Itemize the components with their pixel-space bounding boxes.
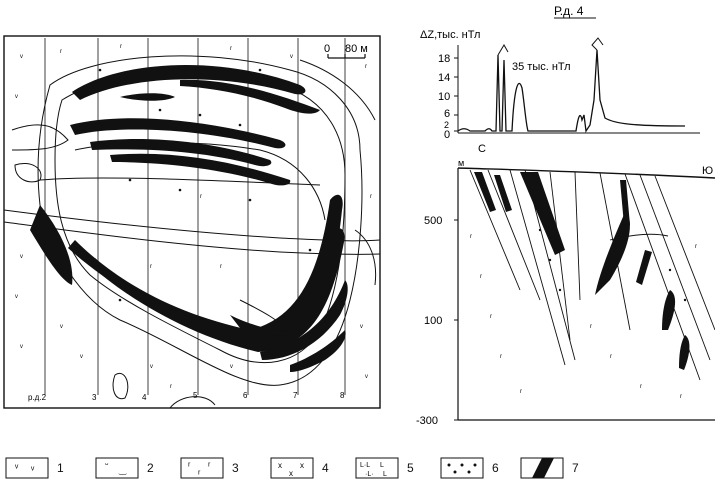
magnetic-tick-label: 18: [438, 53, 450, 65]
svg-text:ʳ: ʳ: [208, 461, 211, 472]
svg-text:ʳ: ʳ: [590, 322, 592, 332]
svg-text:ᵛ: ᵛ: [19, 252, 23, 262]
svg-text:L: L: [380, 462, 384, 469]
profile-label: 4: [142, 393, 147, 402]
geologic-map: ᵛ ʳ ʳ ʳ ᵛ ʳ ᵛ ᵛ ᵛ ᵛ ᵛ ᵛ ᵛ ʳ ᵛ ᵛ ᵛ ʳ ʳ ʳ …: [0, 0, 400, 420]
legend-label: 3: [232, 461, 239, 475]
legend-swatch-2: ᵕ‿: [95, 457, 139, 479]
section-ore-bodies: [474, 172, 690, 370]
south-label: Ю: [702, 165, 713, 177]
svg-text:L: L: [383, 471, 387, 478]
svg-text:ᵛ: ᵛ: [14, 463, 19, 474]
svg-text:ʳ: ʳ: [695, 242, 697, 252]
svg-text:ᵛ: ᵛ: [19, 342, 23, 352]
scale-start-label: 0: [324, 43, 330, 55]
svg-text:ᵛ: ᵛ: [30, 465, 35, 476]
lithology-symbols: ᵛ ʳ ʳ ʳ ᵛ ʳ ᵛ ᵛ ᵛ ᵛ ᵛ ᵛ ᵛ ʳ ᵛ ᵛ ᵛ ʳ ʳ ʳ …: [14, 42, 372, 392]
profile-label: 7: [293, 391, 298, 400]
profile-title: Р.д. 4: [554, 4, 584, 18]
scale-end-label: 80 м: [345, 43, 368, 55]
svg-text:ʳ: ʳ: [480, 272, 482, 282]
svg-text:ʳ: ʳ: [610, 352, 612, 362]
legend-swatch-5: L·L L ·L· L: [355, 457, 399, 479]
svg-text:ʳ: ʳ: [365, 62, 367, 72]
svg-text:ʳ: ʳ: [220, 262, 222, 272]
svg-text:ᵛ: ᵛ: [14, 92, 18, 102]
peak-annotation: 35 тыс. нТл: [512, 61, 571, 73]
magnetic-ticks: [454, 57, 458, 132]
peak-leader-left: [497, 44, 509, 56]
legend-swatch-4: x xx: [270, 457, 314, 479]
profile-label: 8: [340, 391, 345, 400]
elevation-ticks: [454, 219, 458, 421]
legend-swatch-6: [440, 457, 484, 479]
geologic-map-drawing: ᵛ ʳ ʳ ʳ ᵛ ʳ ᵛ ᵛ ᵛ ᵛ ᵛ ᵛ ᵛ ʳ ᵛ ᵛ ᵛ ʳ ʳ ʳ …: [3, 35, 381, 409]
svg-text:ʳ: ʳ: [370, 192, 372, 202]
section-symbols: ʳ ʳ ʳ ʳ ʳ ʳ ʳ ʳ ʳ ʳ: [470, 228, 697, 402]
svg-text:x: x: [289, 469, 293, 478]
svg-text:ᵛ: ᵛ: [364, 372, 368, 382]
magnetic-tick-label: 0: [444, 129, 450, 141]
svg-text:ʳ: ʳ: [198, 469, 201, 479]
magnetic-tick-label: 10: [438, 91, 450, 103]
ground-surface: [457, 167, 715, 179]
svg-text:ᵛ: ᵛ: [14, 292, 18, 302]
legend-label: 5: [407, 461, 414, 475]
svg-text:ᵛ: ᵛ: [289, 52, 293, 62]
magnetic-y-label: ΔZ,тыс. нТл: [420, 29, 480, 41]
cross-section-drawing: Р.д. 4 ΔZ,тыс. нТл 18 14 10 6 2 0 35 тыс…: [416, 4, 715, 427]
cross-section-panel: Р.д. 4 ΔZ,тыс. нТл 18 14 10 6 2 0 35 тыс…: [400, 0, 715, 435]
legend-swatch-7: [520, 457, 564, 479]
svg-text:ʳ: ʳ: [500, 352, 502, 362]
svg-text:ʳ: ʳ: [680, 392, 682, 402]
svg-text:ʳ: ʳ: [520, 387, 522, 397]
svg-text:ʳ: ʳ: [640, 382, 642, 392]
peak-leader-right: [591, 37, 604, 51]
svg-text:ᵛ: ᵛ: [149, 362, 153, 372]
svg-text:ʳ: ʳ: [120, 42, 122, 52]
legend-swatch-3: ʳ ʳʳ: [180, 457, 224, 479]
north-label: С: [478, 143, 486, 155]
svg-text:ʳ: ʳ: [150, 262, 152, 272]
svg-text:ʳ: ʳ: [200, 192, 202, 202]
legend-label: 6: [492, 461, 499, 475]
svg-text:ʳ: ʳ: [188, 461, 191, 472]
legend-label: 7: [572, 461, 579, 475]
svg-text:ᵛ: ᵛ: [19, 52, 23, 62]
elevation-tick-label: 500: [424, 215, 442, 227]
legend-label: 2: [147, 461, 154, 475]
profile-label: 5: [193, 391, 198, 400]
magnetic-tick-label: 2: [444, 120, 449, 130]
svg-text:ʳ: ʳ: [470, 232, 472, 242]
elevation-tick-label: 100: [424, 315, 442, 327]
magnetic-tick-label: 14: [438, 72, 450, 84]
svg-text:ᵛ: ᵛ: [59, 322, 63, 332]
svg-text:ʳ: ʳ: [230, 44, 232, 54]
svg-text:ʳ: ʳ: [490, 312, 492, 322]
svg-text:ʳ: ʳ: [170, 382, 172, 392]
elevation-tick-label: -300: [416, 415, 438, 427]
magnetic-tick-label: 6: [444, 108, 450, 120]
ore-bodies: [30, 65, 348, 372]
scale-bar: [327, 54, 366, 59]
profile-label: 6: [243, 391, 248, 400]
svg-text:L·L: L·L: [360, 462, 370, 469]
legend-label: 4: [322, 461, 329, 475]
svg-text:x: x: [278, 461, 282, 470]
svg-text:ᵕ: ᵕ: [105, 459, 109, 469]
svg-text:ᵛ: ᵛ: [359, 322, 363, 332]
svg-text:‿: ‿: [118, 465, 127, 475]
svg-text:·L·: ·L·: [365, 471, 374, 478]
profile-label: р.д.2: [28, 393, 47, 402]
profile-label: 3: [92, 393, 97, 402]
svg-text:ᵛ: ᵛ: [229, 362, 233, 372]
svg-text:x: x: [300, 461, 304, 470]
svg-text:ʳ: ʳ: [60, 47, 62, 57]
legend-label: 1: [57, 461, 64, 475]
magnetic-curve: [457, 49, 686, 133]
svg-text:ᵛ: ᵛ: [79, 352, 83, 362]
elevation-unit-label: м: [458, 158, 464, 168]
